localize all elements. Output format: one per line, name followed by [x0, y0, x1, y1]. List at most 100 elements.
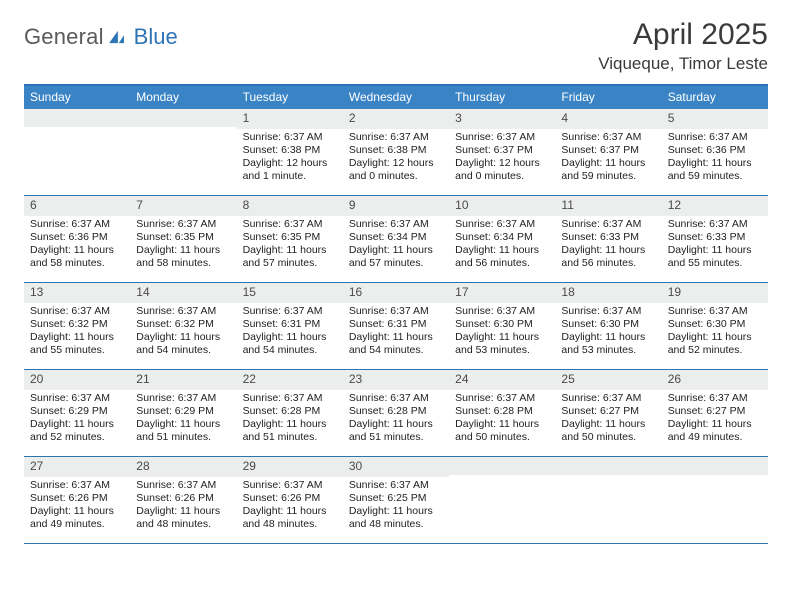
sunset-text: Sunset: 6:26 PM	[30, 492, 124, 505]
sunrise-text: Sunrise: 6:37 AM	[136, 218, 230, 231]
day-body: Sunrise: 6:37 AMSunset: 6:36 PMDaylight:…	[662, 129, 768, 188]
daylight-line-2: and 0 minutes.	[455, 170, 549, 183]
brand-logo: General Blue	[24, 18, 178, 50]
day-number: 23	[343, 370, 449, 390]
sunset-text: Sunset: 6:31 PM	[349, 318, 443, 331]
dow-cell: Friday	[555, 86, 661, 109]
day-cell: 12Sunrise: 6:37 AMSunset: 6:33 PMDayligh…	[662, 196, 768, 282]
daylight-line-2: and 56 minutes.	[455, 257, 549, 270]
day-cell: 17Sunrise: 6:37 AMSunset: 6:30 PMDayligh…	[449, 283, 555, 369]
day-cell: 8Sunrise: 6:37 AMSunset: 6:35 PMDaylight…	[237, 196, 343, 282]
day-body	[662, 475, 768, 535]
sunset-text: Sunset: 6:27 PM	[668, 405, 762, 418]
brand-sail-icon	[108, 30, 126, 44]
daylight-line-1: Daylight: 11 hours	[561, 418, 655, 431]
daylight-line-2: and 49 minutes.	[668, 431, 762, 444]
sunset-text: Sunset: 6:35 PM	[243, 231, 337, 244]
daylight-line-1: Daylight: 11 hours	[243, 331, 337, 344]
sunset-text: Sunset: 6:32 PM	[136, 318, 230, 331]
day-cell	[130, 109, 236, 195]
day-cell: 15Sunrise: 6:37 AMSunset: 6:31 PMDayligh…	[237, 283, 343, 369]
daylight-line-1: Daylight: 11 hours	[243, 244, 337, 257]
day-body: Sunrise: 6:37 AMSunset: 6:36 PMDaylight:…	[24, 216, 130, 275]
day-number: 3	[449, 109, 555, 129]
sunrise-text: Sunrise: 6:37 AM	[243, 479, 337, 492]
day-body: Sunrise: 6:37 AMSunset: 6:32 PMDaylight:…	[24, 303, 130, 362]
day-number: 14	[130, 283, 236, 303]
sunset-text: Sunset: 6:33 PM	[561, 231, 655, 244]
day-cell: 19Sunrise: 6:37 AMSunset: 6:30 PMDayligh…	[662, 283, 768, 369]
day-body: Sunrise: 6:37 AMSunset: 6:31 PMDaylight:…	[237, 303, 343, 362]
daylight-line-2: and 55 minutes.	[30, 344, 124, 357]
day-body: Sunrise: 6:37 AMSunset: 6:38 PMDaylight:…	[237, 129, 343, 188]
day-body: Sunrise: 6:37 AMSunset: 6:28 PMDaylight:…	[449, 390, 555, 449]
day-body: Sunrise: 6:37 AMSunset: 6:35 PMDaylight:…	[237, 216, 343, 275]
day-cell	[555, 457, 661, 543]
day-body: Sunrise: 6:37 AMSunset: 6:28 PMDaylight:…	[237, 390, 343, 449]
day-cell	[662, 457, 768, 543]
day-number: 27	[24, 457, 130, 477]
day-number	[449, 457, 555, 475]
day-number: 5	[662, 109, 768, 129]
daylight-line-2: and 56 minutes.	[561, 257, 655, 270]
day-cell: 16Sunrise: 6:37 AMSunset: 6:31 PMDayligh…	[343, 283, 449, 369]
day-body: Sunrise: 6:37 AMSunset: 6:28 PMDaylight:…	[343, 390, 449, 449]
day-body: Sunrise: 6:37 AMSunset: 6:32 PMDaylight:…	[130, 303, 236, 362]
day-cell: 7Sunrise: 6:37 AMSunset: 6:35 PMDaylight…	[130, 196, 236, 282]
sunrise-text: Sunrise: 6:37 AM	[455, 305, 549, 318]
sunrise-text: Sunrise: 6:37 AM	[243, 392, 337, 405]
brand-word-2: Blue	[134, 24, 178, 50]
daylight-line-2: and 58 minutes.	[136, 257, 230, 270]
daylight-line-1: Daylight: 12 hours	[455, 157, 549, 170]
sunrise-text: Sunrise: 6:37 AM	[243, 305, 337, 318]
sunrise-text: Sunrise: 6:37 AM	[349, 131, 443, 144]
sunrise-text: Sunrise: 6:37 AM	[455, 392, 549, 405]
day-body: Sunrise: 6:37 AMSunset: 6:29 PMDaylight:…	[24, 390, 130, 449]
daylight-line-1: Daylight: 11 hours	[30, 418, 124, 431]
sunrise-text: Sunrise: 6:37 AM	[668, 131, 762, 144]
calendar-grid: SundayMondayTuesdayWednesdayThursdayFrid…	[24, 84, 768, 544]
day-cell: 2Sunrise: 6:37 AMSunset: 6:38 PMDaylight…	[343, 109, 449, 195]
day-cell: 24Sunrise: 6:37 AMSunset: 6:28 PMDayligh…	[449, 370, 555, 456]
sunset-text: Sunset: 6:25 PM	[349, 492, 443, 505]
daylight-line-1: Daylight: 11 hours	[243, 505, 337, 518]
day-body: Sunrise: 6:37 AMSunset: 6:26 PMDaylight:…	[237, 477, 343, 536]
sunset-text: Sunset: 6:30 PM	[668, 318, 762, 331]
sunset-text: Sunset: 6:30 PM	[561, 318, 655, 331]
daylight-line-2: and 57 minutes.	[349, 257, 443, 270]
day-number: 13	[24, 283, 130, 303]
day-body	[555, 475, 661, 535]
sunset-text: Sunset: 6:30 PM	[455, 318, 549, 331]
daylight-line-1: Daylight: 11 hours	[561, 331, 655, 344]
day-number: 28	[130, 457, 236, 477]
daylight-line-2: and 49 minutes.	[30, 518, 124, 531]
daylight-line-1: Daylight: 11 hours	[136, 244, 230, 257]
day-cell: 10Sunrise: 6:37 AMSunset: 6:34 PMDayligh…	[449, 196, 555, 282]
day-cell: 11Sunrise: 6:37 AMSunset: 6:33 PMDayligh…	[555, 196, 661, 282]
dow-cell: Sunday	[24, 86, 130, 109]
sunset-text: Sunset: 6:28 PM	[455, 405, 549, 418]
daylight-line-2: and 54 minutes.	[243, 344, 337, 357]
sunset-text: Sunset: 6:29 PM	[30, 405, 124, 418]
day-cell: 25Sunrise: 6:37 AMSunset: 6:27 PMDayligh…	[555, 370, 661, 456]
day-cell: 23Sunrise: 6:37 AMSunset: 6:28 PMDayligh…	[343, 370, 449, 456]
sunset-text: Sunset: 6:38 PM	[349, 144, 443, 157]
sunset-text: Sunset: 6:32 PM	[30, 318, 124, 331]
sunrise-text: Sunrise: 6:37 AM	[561, 305, 655, 318]
daylight-line-1: Daylight: 12 hours	[349, 157, 443, 170]
day-body: Sunrise: 6:37 AMSunset: 6:26 PMDaylight:…	[130, 477, 236, 536]
day-number: 11	[555, 196, 661, 216]
daylight-line-1: Daylight: 11 hours	[30, 244, 124, 257]
day-of-week-header: SundayMondayTuesdayWednesdayThursdayFrid…	[24, 86, 768, 109]
daylight-line-1: Daylight: 11 hours	[455, 244, 549, 257]
sunrise-text: Sunrise: 6:37 AM	[668, 305, 762, 318]
daylight-line-2: and 51 minutes.	[349, 431, 443, 444]
day-cell: 18Sunrise: 6:37 AMSunset: 6:30 PMDayligh…	[555, 283, 661, 369]
daylight-line-1: Daylight: 11 hours	[30, 331, 124, 344]
sunrise-text: Sunrise: 6:37 AM	[561, 218, 655, 231]
day-number	[662, 457, 768, 475]
sunrise-text: Sunrise: 6:37 AM	[349, 305, 443, 318]
daylight-line-1: Daylight: 11 hours	[455, 331, 549, 344]
daylight-line-2: and 53 minutes.	[561, 344, 655, 357]
sunset-text: Sunset: 6:38 PM	[243, 144, 337, 157]
